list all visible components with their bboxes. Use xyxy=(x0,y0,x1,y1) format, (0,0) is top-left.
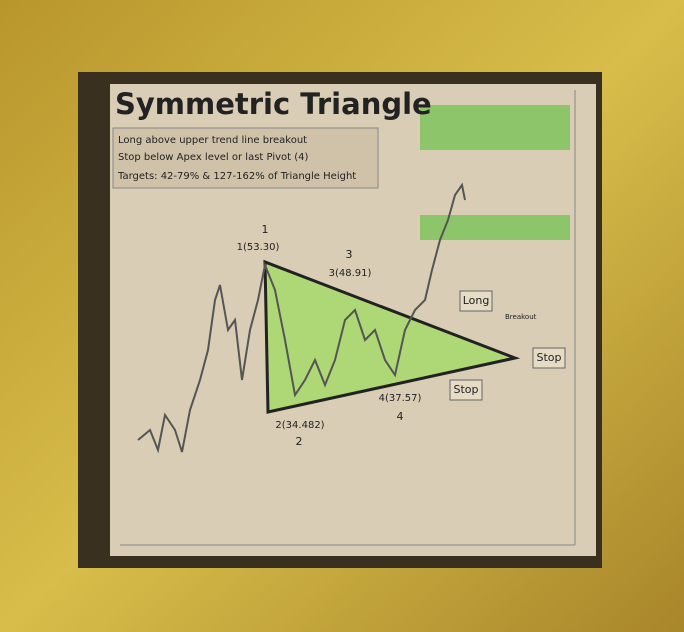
target-band xyxy=(420,105,570,150)
pivot-label: 4(37.57) xyxy=(379,393,422,404)
pivot-marker: 3 xyxy=(346,248,353,261)
pivot-label: 1(53.30) xyxy=(237,242,280,253)
note: Stop below Apex level or last Pivot (4) xyxy=(118,152,308,163)
note: Long above upper trend line breakout xyxy=(118,135,307,146)
long-label: Long xyxy=(463,294,490,307)
note: Targets: 42-79% & 127-162% of Triangle H… xyxy=(117,171,356,182)
stop-pivot-label: Stop xyxy=(453,383,478,396)
pivot-label: 3(48.91) xyxy=(329,268,372,279)
pivot-marker: 4 xyxy=(397,410,404,423)
breakout-label: Breakout xyxy=(505,313,537,321)
pivot-label: 2(34.482) xyxy=(275,420,324,431)
framed-picture: Symmetric Triangle Long above upper tren… xyxy=(0,0,684,632)
stop-apex-label: Stop xyxy=(536,351,561,364)
title: Symmetric Triangle xyxy=(115,87,432,121)
pivot-marker: 1 xyxy=(262,223,269,236)
pivot-marker: 2 xyxy=(296,435,303,448)
